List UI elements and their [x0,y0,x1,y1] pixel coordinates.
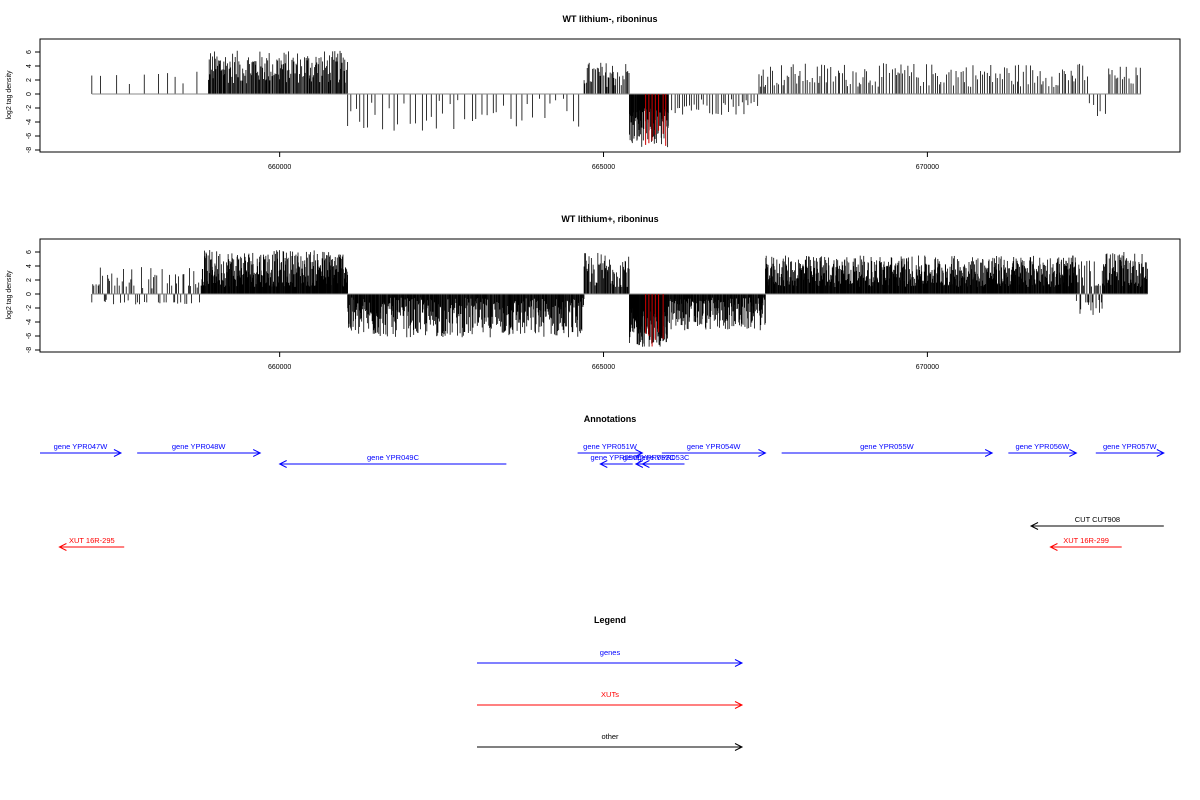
annotation-arrow: gene YPR047W [40,442,123,457]
y-tick-label: -4 [26,319,33,325]
annotation-label: gene YPR047W [54,442,109,451]
x-tick-label: 660000 [268,364,291,371]
plot-frame [39,38,1181,153]
axes: -8 -6 -4 -2 0 2 4 6 660000 665000 670000 [26,50,939,171]
annotation-label: gene YPR056W [1016,442,1071,451]
annotation-arrow: gene YPR051W [577,442,644,457]
y-tick-label: -2 [26,305,33,311]
annotation-arrow: CUT CUT908 [1029,515,1164,530]
annotation-arrow: XUT 16R-295 [58,536,125,551]
legend-label: other [601,732,619,741]
annotation-arrow: gene YPR050C [590,453,643,468]
annotation-arrow: gene YPR049C [278,453,507,468]
annotations-panel: Annotations gene YPR047W gene YPR048Wgene… [40,414,1165,551]
annotation-label: CUT CUT908 [1075,515,1120,524]
annotation-label: gene YPR057W [1103,442,1158,451]
y-tick-label: 6 [26,50,33,54]
annotation-tracks: gene YPR047W gene YPR048W gene YPR049C gene… [40,442,1165,551]
annotation-label: XUT 16R-295 [69,536,115,545]
annotation-arrow: gene YPR053C [637,453,690,468]
y-tick-label: -6 [26,133,33,139]
y-tick-label: 4 [26,264,33,268]
annotation-arrow: gene YPR057W [1095,442,1165,457]
annotation-arrow: gene YPR048W [137,442,262,457]
legend-item: genes [477,648,744,667]
legend-label: genes [600,648,621,657]
y-tick-label: -8 [26,147,33,153]
panel-lithium-plus: WT lithium+, riboninus log2 tag density … [6,214,1181,371]
annotation-label: gene YPR051W [583,442,638,451]
legend-items: genes XUTs other [477,648,744,751]
legend-title: Legend [594,615,626,625]
y-tick-label: 0 [26,292,33,296]
panel-lithium-minus: WT lithium-, riboninus log2 tag density … [6,14,1181,171]
panel-title: WT lithium-, riboninus [563,14,658,24]
y-tick-label: 0 [26,92,33,96]
y-tick-label: 6 [26,250,33,254]
annotation-label: gene YPR052C [623,453,676,462]
bars [91,50,1142,148]
legend-item: other [477,732,744,751]
legend-item: XUTs [477,690,744,709]
x-tick-label: 665000 [592,364,615,371]
annotation-arrow: gene YPR056W [1008,442,1078,457]
y-tick-label: 2 [26,278,33,282]
annotation-arrow: gene YPR055W [781,442,994,457]
plot-frame [39,238,1181,353]
annotation-label: XUT 16R-299 [1063,536,1109,545]
bars [91,250,1148,347]
x-tick-label: 670000 [916,364,939,371]
y-axis-label: log2 tag density [6,270,13,320]
annotations-title: Annotations [584,414,637,424]
axes: -8 -6 -4 -2 0 2 4 6 660000 665000 670000 [26,250,939,371]
y-tick-label: -4 [26,119,33,125]
annotation-label: gene YPR054W [687,442,742,451]
annotation-label: gene YPR053C [637,453,690,462]
y-axis-label: log2 tag density [6,70,13,120]
annotation-label: gene YPR050C [590,453,643,462]
legend-panel: Legend genes XUTs other [477,615,744,751]
y-tick-label: 2 [26,78,33,82]
x-tick-label: 660000 [268,164,291,171]
y-tick-label: 4 [26,64,33,68]
y-tick-label: -6 [26,333,33,339]
x-tick-label: 665000 [592,164,615,171]
x-tick-label: 670000 [916,164,939,171]
annotation-arrow: XUT 16R-299 [1049,536,1122,551]
panel-title: WT lithium+, riboninus [561,214,658,224]
annotation-arrow: gene YPR054W [661,442,767,457]
annotation-label: gene YPR055W [860,442,915,451]
annotation-label: gene YPR049C [367,453,420,462]
legend-label: XUTs [601,690,619,699]
y-tick-label: -8 [26,347,33,353]
y-tick-label: -2 [26,105,33,111]
annotation-label: gene YPR048W [172,442,227,451]
